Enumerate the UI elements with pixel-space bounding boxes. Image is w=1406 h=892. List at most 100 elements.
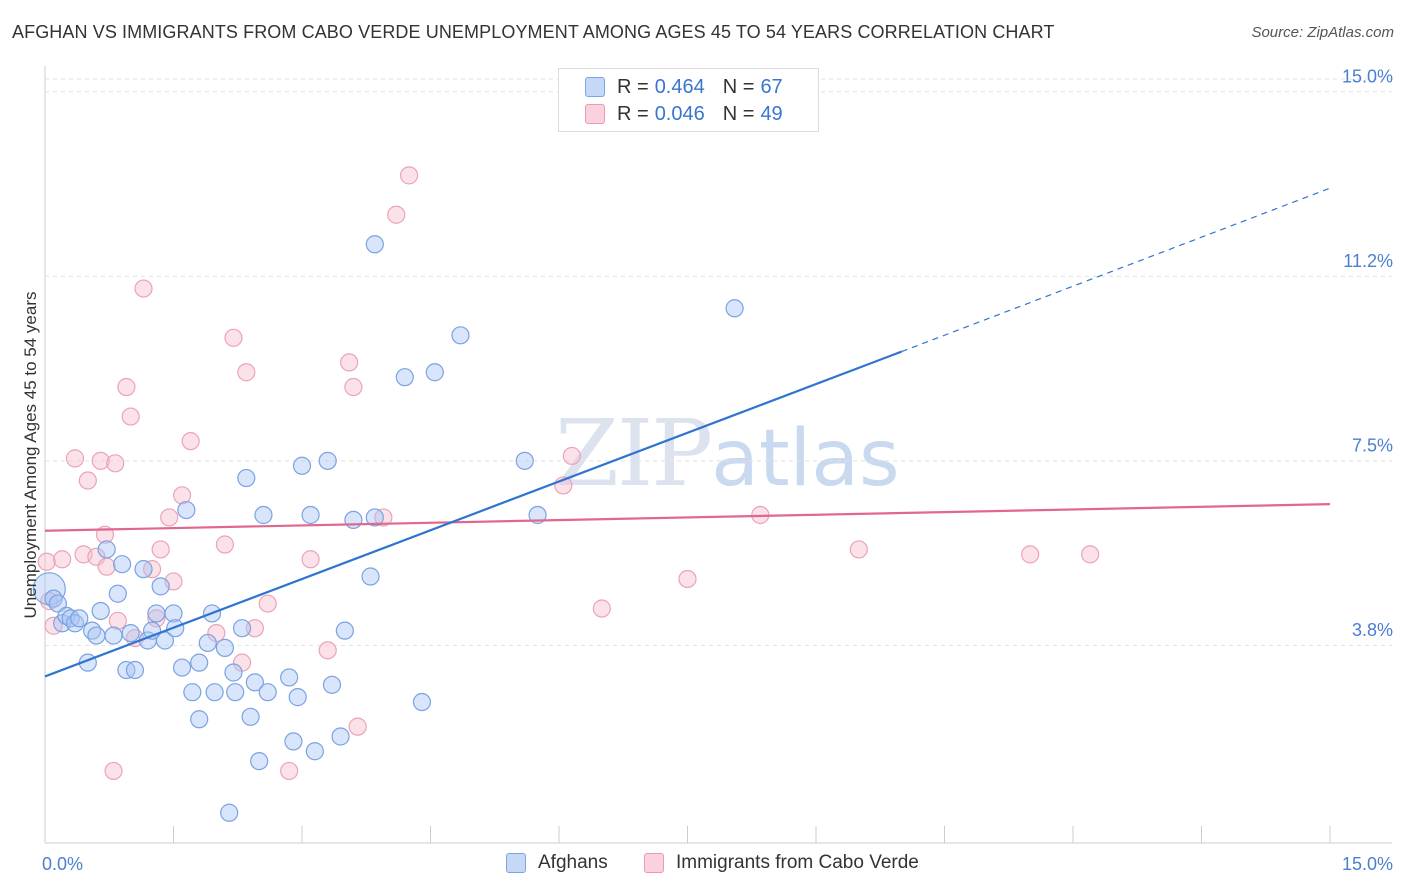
cabo-verde-point xyxy=(151,540,170,559)
cabo-verde-point xyxy=(215,535,234,554)
cabo-verde-point xyxy=(108,611,127,630)
cabo-verde-point xyxy=(224,328,243,347)
legend-swatch-afghans xyxy=(506,853,526,873)
afghan-trend-extension xyxy=(901,187,1331,353)
cabo-verde-point xyxy=(280,761,299,781)
cabo-verde-point xyxy=(172,486,192,505)
y-tick-label: 15.0% xyxy=(1342,66,1393,86)
afghan-point xyxy=(125,660,145,680)
y-tick-label: 7.5% xyxy=(1352,436,1393,456)
tick-labels: 15.0% 11.2% 7.5% 3.8% 0.0% 15.0% xyxy=(42,66,1393,874)
legend-swatch-cabo-verde xyxy=(585,104,605,124)
afghan-point xyxy=(147,604,166,623)
legend-item-cabo-verde: Immigrants from Cabo Verde xyxy=(644,852,919,874)
afghan-point xyxy=(335,621,354,640)
cabo-verde-point xyxy=(258,594,277,613)
watermark: ZIPatlas xyxy=(555,400,900,507)
afghan-point xyxy=(318,451,337,470)
x-tick-label: 0.0% xyxy=(42,854,83,874)
watermark-atlas: atlas xyxy=(711,414,900,504)
legend-swatch-cabo-verde xyxy=(644,853,664,873)
afghan-point xyxy=(183,683,202,702)
legend-row-cabo-verde: R = 0.046 N = 49 xyxy=(585,102,783,126)
legend-n-label: N = xyxy=(722,102,755,125)
cabo-verde-point xyxy=(91,451,110,470)
cabo-verde-point xyxy=(160,508,179,527)
afghan-point xyxy=(365,235,384,254)
afghan-point xyxy=(412,692,432,712)
cabo-verde-point xyxy=(97,557,116,576)
legend-n-value: 67 xyxy=(760,75,783,98)
cabo-verde-point xyxy=(678,569,697,589)
afghan-point xyxy=(241,707,260,726)
afghan-point xyxy=(232,619,252,638)
afghan-point xyxy=(108,584,127,603)
afghan-point xyxy=(224,663,243,682)
afghan-point xyxy=(164,604,183,623)
cabo-verde-point xyxy=(65,449,85,468)
source-credit: Source: ZipAtlas.com xyxy=(1251,24,1394,41)
afghan-point xyxy=(205,683,224,702)
cabo-verde-point xyxy=(849,540,868,559)
axes xyxy=(44,66,1392,844)
cabo-verde-point xyxy=(245,619,264,638)
cabo-verde-point xyxy=(387,205,406,224)
legend-row-afghans: R = 0.464 N = 67 xyxy=(585,75,783,99)
cabo-verde-trend-line xyxy=(44,503,1331,532)
afghan-point xyxy=(190,710,209,729)
cabo-verde-point xyxy=(399,166,419,185)
trend-lines xyxy=(44,187,1331,678)
legend-r-value: 0.046 xyxy=(654,102,705,125)
afghan-point xyxy=(172,658,192,677)
afghan-point xyxy=(322,675,342,694)
afghan-point xyxy=(104,626,123,645)
cabo-verde-point xyxy=(562,446,581,466)
legend-n-value: 49 xyxy=(760,102,783,125)
afghan-point xyxy=(361,567,380,586)
afghan-point xyxy=(97,540,116,559)
afghan-point xyxy=(237,468,256,488)
y-tick-label: 3.8% xyxy=(1352,620,1393,640)
afghan-point xyxy=(344,510,363,530)
cabo-verde-point xyxy=(78,471,97,490)
cabo-verde-point xyxy=(134,279,153,298)
y-axis-label: Unemployment Among Ages 45 to 54 years xyxy=(21,292,40,619)
afghan-point xyxy=(254,505,273,525)
x-tick-label: 15.0% xyxy=(1342,854,1393,874)
afghan-point xyxy=(91,601,110,621)
series-legend: Afghans Immigrants from Cabo Verde xyxy=(0,852,1406,878)
y-tick-label: 11.2% xyxy=(1343,251,1393,271)
correlation-legend: R = 0.464 N = 67 R = 0.046 N = 49 xyxy=(558,68,819,132)
cabo-verde-point xyxy=(104,761,123,781)
afghan-point xyxy=(292,456,312,475)
afghan-point xyxy=(365,508,384,527)
legend-n-label: N = xyxy=(722,75,755,98)
afghan-point xyxy=(395,368,414,387)
afghan-point xyxy=(245,673,264,692)
cabo-verde-point xyxy=(121,407,140,426)
chart-title: AFGHAN VS IMMIGRANTS FROM CABO VERDE UNE… xyxy=(12,22,1055,42)
afghan-point xyxy=(70,609,89,628)
afghan-point xyxy=(226,683,245,702)
afghan-point xyxy=(121,624,140,643)
afghan-point xyxy=(288,688,307,707)
cabo-verde-point xyxy=(340,353,359,372)
afghan-point xyxy=(151,577,170,596)
afghan-point xyxy=(515,451,534,470)
cabo-verde-point xyxy=(348,717,367,736)
afghan-point xyxy=(198,633,217,653)
afghan-point xyxy=(215,638,234,657)
legend-label-afghans: Afghans xyxy=(538,852,608,873)
cabo-verde-point xyxy=(318,641,337,660)
afghan-point xyxy=(87,626,106,645)
afghan-point xyxy=(305,742,324,761)
afghan-point xyxy=(331,727,350,746)
afghan-point xyxy=(528,505,547,525)
cabo-verde-point xyxy=(344,377,363,397)
afghan-points xyxy=(32,235,744,822)
cabo-verde-point xyxy=(181,432,200,451)
gridlines xyxy=(45,78,1392,646)
cabo-verde-point xyxy=(592,599,611,618)
cabo-verde-point xyxy=(1021,545,1040,564)
